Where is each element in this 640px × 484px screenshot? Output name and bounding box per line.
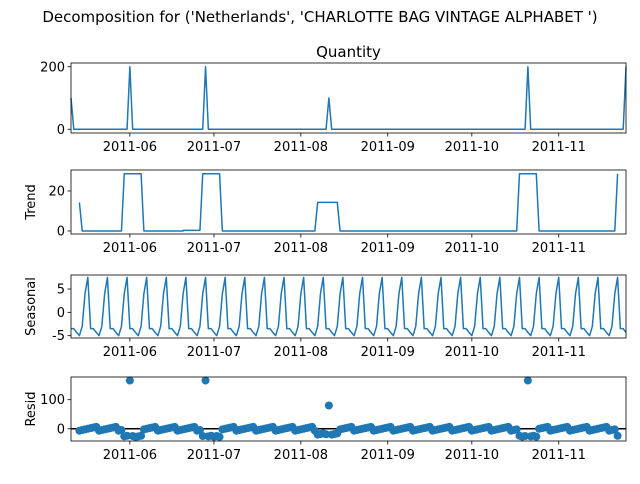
x-tick-label: 2011-08 — [274, 345, 328, 360]
resid-panel: 0 100 2011-06 2011-07 2011-08 2011-09 2011-10 2… — [24, 376, 627, 463]
series-line — [78, 173, 619, 232]
x-tick-label: 2011-08 — [274, 140, 328, 155]
plot-area — [70, 66, 627, 130]
resid-point — [137, 431, 146, 440]
y-axis-label: Resid — [24, 391, 39, 426]
series-line — [70, 66, 627, 130]
x-tick-label: 2011-09 — [361, 241, 415, 256]
y-tick-label: 0 — [57, 123, 65, 138]
x-tick-label: 2011-10 — [445, 140, 499, 155]
x-tick-label: 2011-08 — [274, 241, 328, 256]
y-tick-label: 200 — [40, 60, 65, 75]
y-tick-label: 20 — [48, 185, 65, 200]
x-tick-label: 2011-11 — [532, 448, 586, 463]
y-axis-label: Trend — [24, 184, 39, 221]
x-tick-label: 2011-09 — [361, 345, 415, 360]
resid-point — [512, 425, 521, 434]
y-axis-label: Seasonal — [24, 277, 39, 336]
resid-point — [215, 432, 224, 441]
resid-point — [610, 425, 619, 434]
x-tick-label: 2011-06 — [103, 241, 157, 256]
axes-frame — [70, 169, 627, 235]
x-tick-label: 2011-11 — [532, 345, 586, 360]
x-tick-label: 2011-06 — [103, 345, 157, 360]
y-tick-label: 0 — [57, 306, 65, 321]
x-tick-label: 2011-07 — [187, 448, 241, 463]
x-tick-label: 2011-07 — [187, 241, 241, 256]
x-tick-label: 2011-07 — [187, 140, 241, 155]
x-tick-label: 2011-09 — [361, 140, 415, 155]
x-tick-label: 2011-11 — [532, 241, 586, 256]
series-line — [71, 276, 627, 337]
resid-point — [523, 376, 532, 385]
axes-frame — [70, 62, 627, 134]
trend-panel: 0 20 2011-06 2011-07 2011-08 2011-09 2011-10 20… — [24, 169, 627, 256]
y-tick-label: -5 — [52, 329, 65, 344]
x-tick-label: 2011-06 — [103, 140, 157, 155]
x-tick-label: 2011-07 — [187, 345, 241, 360]
plot-area — [78, 173, 619, 232]
x-tick-label: 2011-10 — [445, 345, 499, 360]
resid-point — [201, 376, 210, 385]
resid-point — [117, 426, 126, 435]
y-tick-label: 0 — [57, 422, 65, 437]
resid-point — [613, 431, 622, 440]
figure-suptitle: Decomposition for ('Netherlands', 'CHARL… — [42, 8, 597, 26]
y-tick-label: 0 — [57, 225, 65, 240]
seasonal-panel: -5 0 5 2011-06 2011-07 2011-08 2011-09 2011-10 2… — [24, 274, 627, 360]
y-tick-label: 100 — [40, 393, 65, 408]
x-tick-label: 2011-06 — [103, 448, 157, 463]
resid-point — [324, 401, 333, 410]
x-tick-label: 2011-10 — [445, 448, 499, 463]
y-tick-label: 5 — [57, 283, 65, 298]
quantity-panel: 0 200 2011-06 2011-07 2011-08 2011-09 2011-10 2… — [40, 43, 627, 155]
plot-area — [71, 276, 627, 337]
x-tick-label: 2011-11 — [532, 140, 586, 155]
x-tick-label: 2011-10 — [445, 241, 499, 256]
panel-title: Quantity — [316, 43, 381, 61]
resid-point — [532, 432, 541, 441]
axes-frame — [70, 376, 627, 442]
plot-area — [71, 376, 626, 441]
resid-point — [195, 426, 204, 435]
axes-frame — [70, 274, 627, 339]
resid-point — [125, 376, 134, 385]
x-tick-label: 2011-08 — [274, 448, 328, 463]
x-tick-label: 2011-09 — [361, 448, 415, 463]
